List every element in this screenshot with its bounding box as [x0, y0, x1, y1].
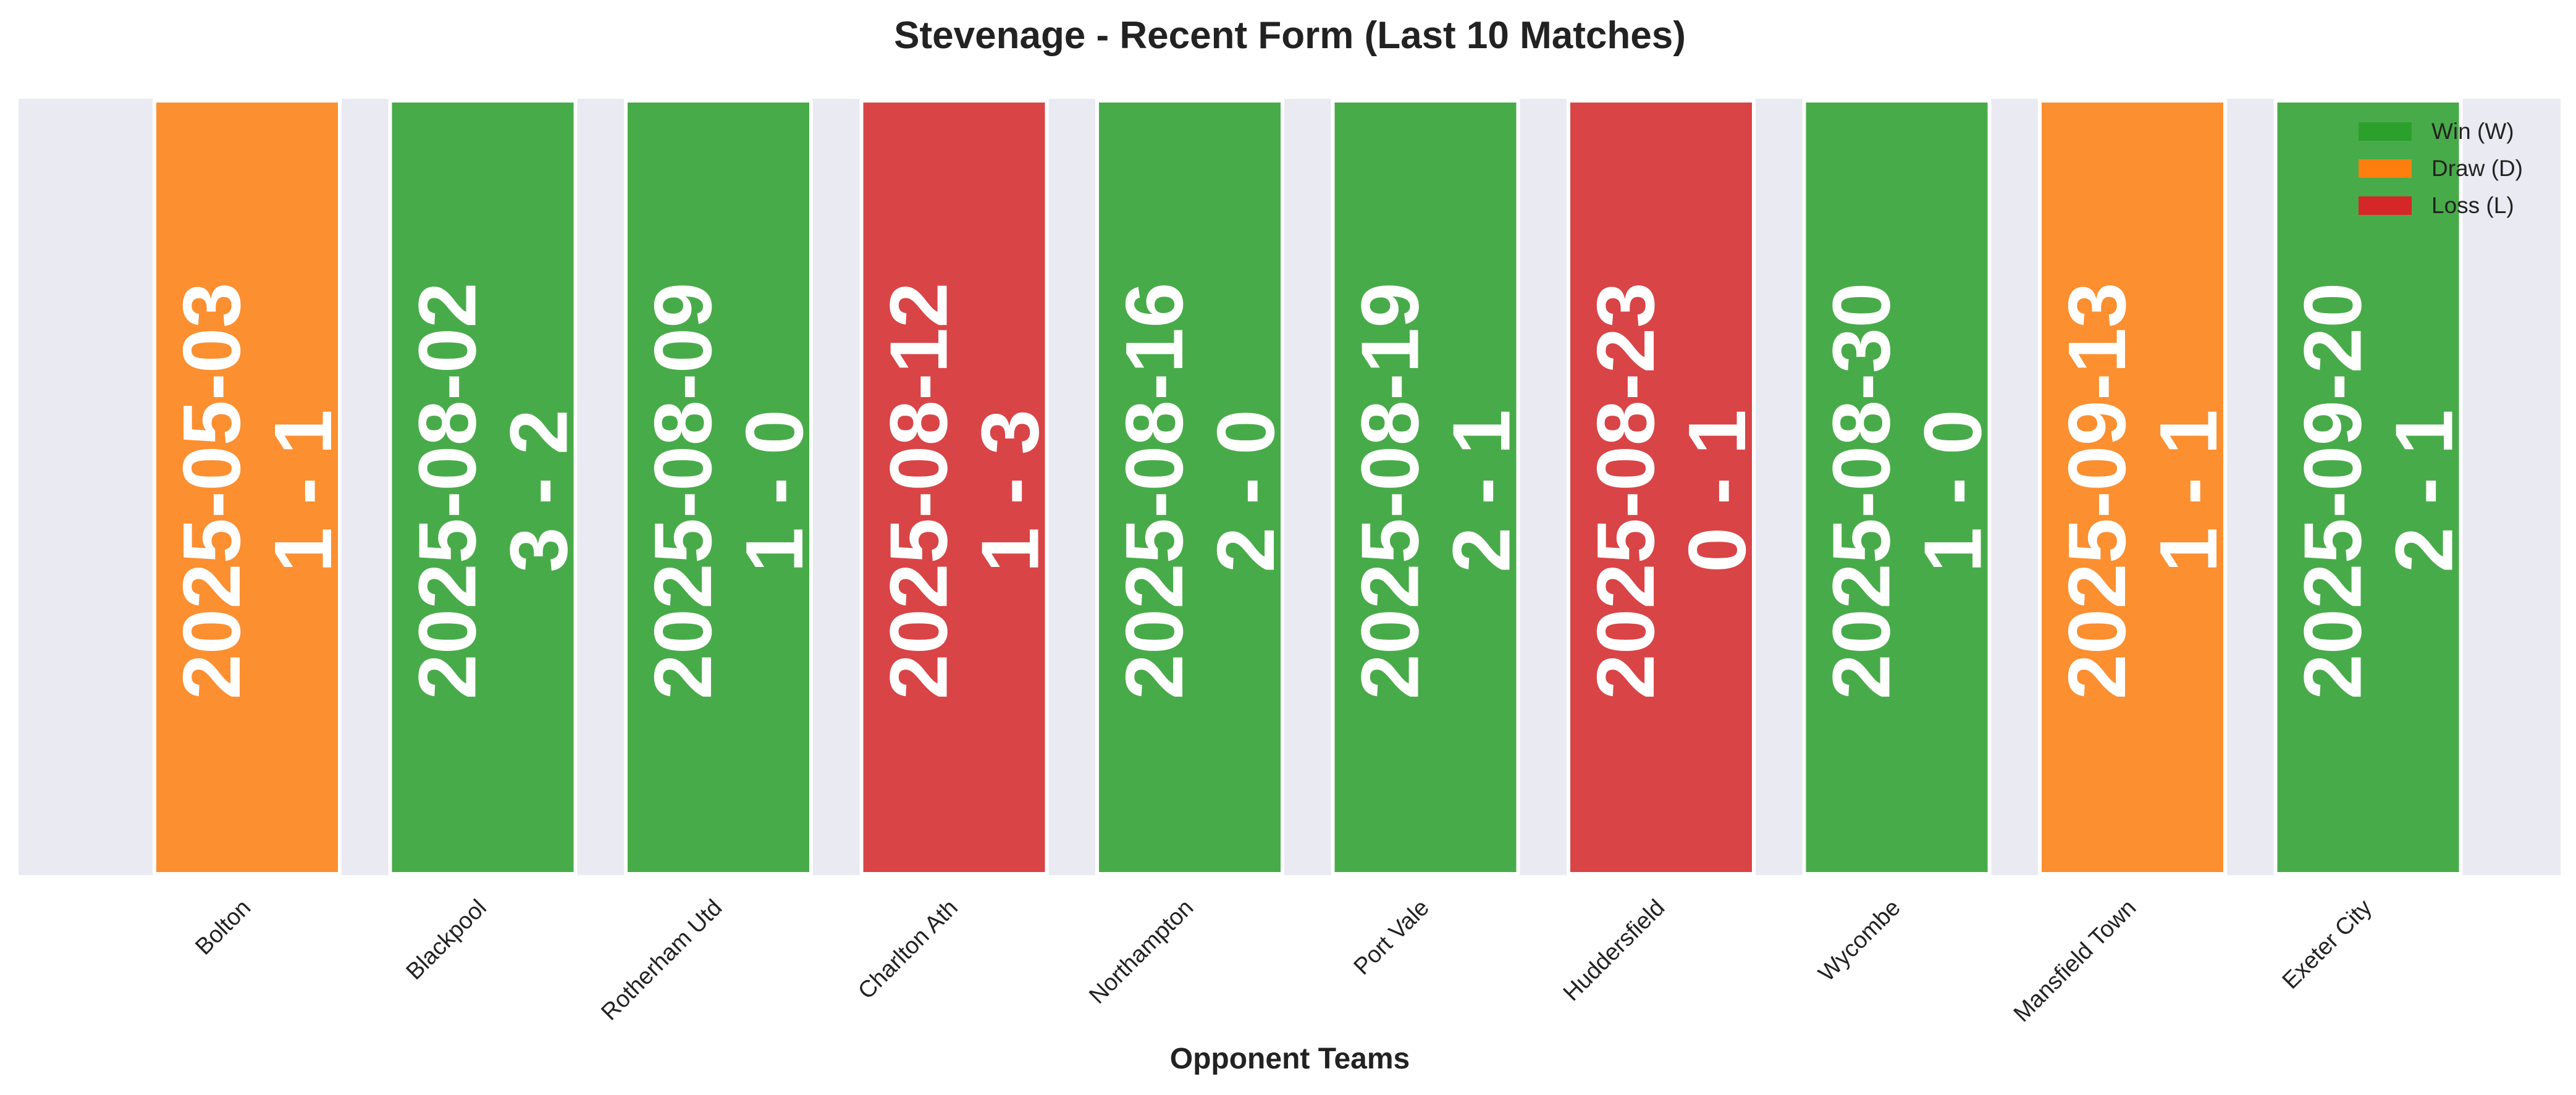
match-date: 2025-05-03	[166, 282, 257, 699]
bar-label-blackpool: 2025-08-023 - 2	[402, 282, 584, 699]
chart-title: Stevenage - Recent Form (Last 10 Matches…	[894, 14, 1686, 57]
match-score: 0 - 1	[1672, 409, 1762, 573]
match-score: 1 - 3	[965, 409, 1056, 573]
match-date: 2025-08-16	[1109, 282, 1200, 699]
match-date: 2025-09-20	[2288, 282, 2378, 699]
x-axis-label: Opponent Teams	[1170, 1043, 1410, 1075]
bar-charlton-ath	[859, 99, 1049, 876]
legend-label-l: Loss (L)	[2431, 193, 2514, 218]
match-date: 2025-08-19	[1345, 282, 1436, 699]
legend-label-w: Win (W)	[2431, 119, 2514, 144]
bar-bolton	[153, 99, 342, 876]
match-score: 1 - 0	[729, 409, 820, 573]
bar-huddersfield	[1567, 99, 1756, 876]
match-date: 2025-08-23	[1580, 282, 1671, 699]
match-score: 2 - 1	[1436, 409, 1527, 573]
bar-wycombe	[1802, 99, 1992, 876]
match-score: 1 - 1	[258, 409, 348, 573]
bar-port-vale	[1331, 99, 1520, 876]
legend-swatch-w	[2359, 122, 2412, 141]
bar-blackpool	[388, 99, 578, 876]
match-date: 2025-08-09	[638, 282, 728, 699]
bar-label-rotherham-utd: 2025-08-091 - 0	[638, 282, 820, 699]
bar-label-exeter-city: 2025-09-202 - 1	[2288, 282, 2470, 699]
legend-label-d: Draw (D)	[2431, 156, 2523, 181]
bar-mansfield-town	[2038, 99, 2227, 876]
match-score: 1 - 0	[1908, 409, 1998, 573]
legend: Win (W) Draw (D) Loss (L)	[2359, 119, 2523, 218]
match-date: 2025-08-12	[873, 282, 964, 699]
bar-exeter-city	[2273, 99, 2463, 876]
bar-label-mansfield-town: 2025-09-131 - 1	[2052, 282, 2234, 699]
match-score: 2 - 1	[2379, 409, 2470, 573]
match-date: 2025-09-13	[2052, 282, 2142, 699]
bar-northampton	[1095, 99, 1284, 876]
match-date: 2025-08-02	[402, 282, 493, 699]
bar-label-bolton: 2025-05-031 - 1	[166, 282, 348, 699]
match-score: 3 - 2	[494, 409, 584, 573]
bar-rotherham-utd	[624, 99, 813, 876]
match-score: 1 - 1	[2143, 409, 2234, 573]
legend-swatch-d	[2359, 159, 2412, 178]
bar-label-huddersfield: 2025-08-230 - 1	[1580, 282, 1762, 699]
bar-label-wycombe: 2025-08-301 - 0	[1816, 282, 1998, 699]
bar-label-charlton-ath: 2025-08-121 - 3	[873, 282, 1056, 699]
bar-label-port-vale: 2025-08-192 - 1	[1345, 282, 1527, 699]
match-score: 2 - 0	[1200, 409, 1291, 573]
match-date: 2025-08-30	[1816, 282, 1907, 699]
bar-label-northampton: 2025-08-162 - 0	[1109, 282, 1291, 699]
legend-swatch-l	[2359, 196, 2412, 215]
